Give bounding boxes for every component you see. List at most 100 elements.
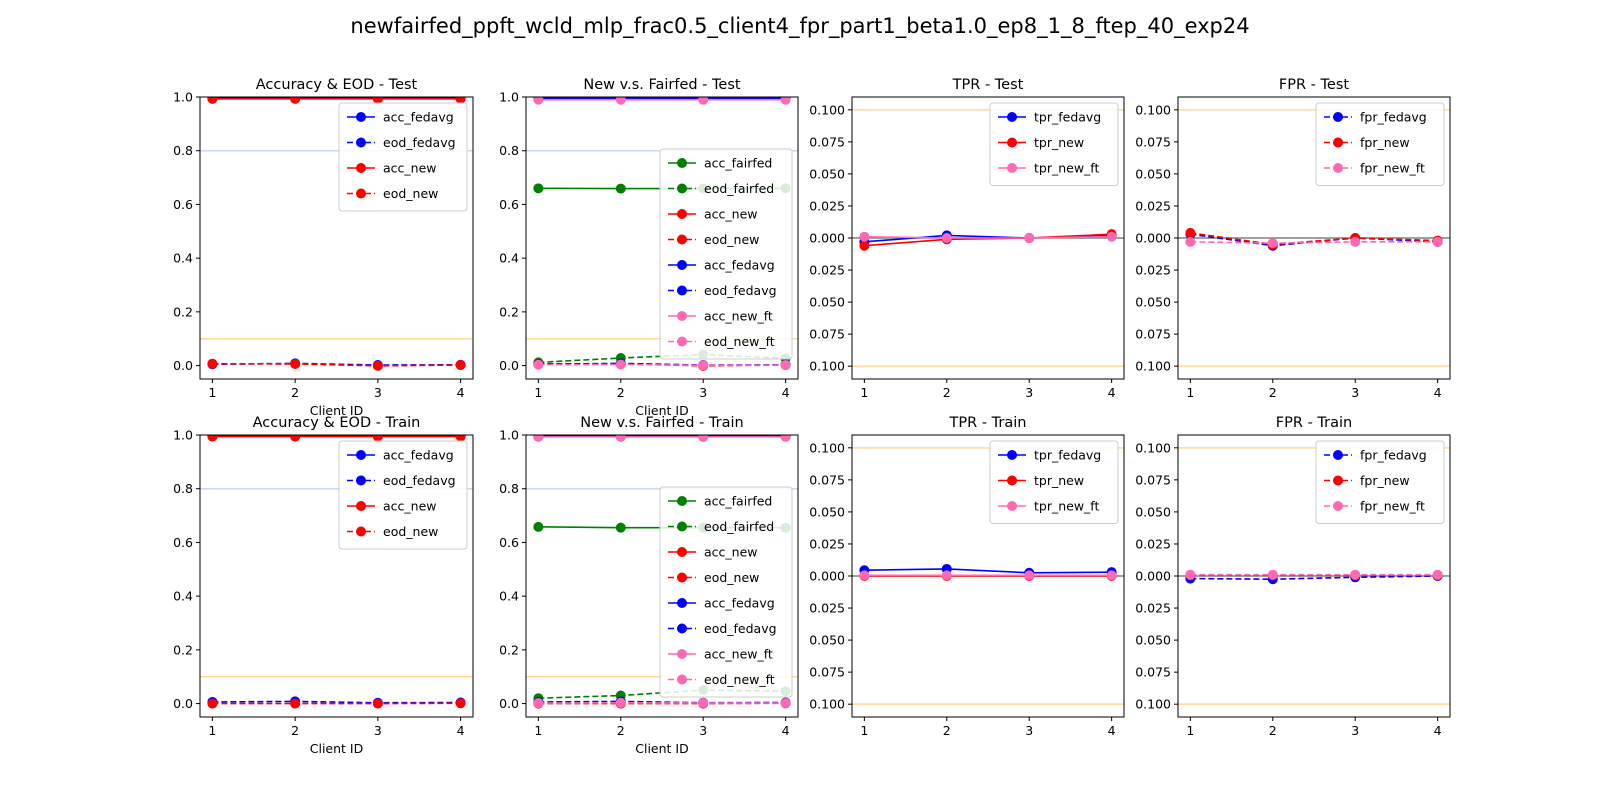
y-tick-label: 0.000	[1135, 231, 1171, 246]
legend-swatch-marker	[356, 188, 366, 199]
x-tick-label: 1	[534, 385, 542, 400]
data-point-acc_new_ft-1	[533, 435, 544, 442]
legend-label: eod_new	[383, 186, 438, 201]
subplot-title: Accuracy & EOD - Test	[256, 77, 418, 93]
legend-label: acc_new_ft	[704, 309, 773, 324]
legend-box	[659, 486, 793, 698]
data-point-acc_new_ft-4	[780, 97, 791, 105]
legend-swatch-marker	[1007, 163, 1017, 173]
legend-label: tpr_fedavg	[1034, 448, 1101, 463]
x-tick-label: 4	[457, 385, 465, 400]
series-eod_new	[207, 698, 466, 709]
legend-box	[338, 440, 468, 550]
legend-label: fpr_new_ft	[1360, 499, 1425, 514]
data-point-acc_fairfed-2	[615, 522, 626, 533]
y-tick-label: 0.075	[809, 472, 845, 487]
y-tick-label: 0.8	[499, 481, 519, 496]
data-point-eod_new-3	[372, 360, 383, 371]
series-line-eod_fedavg	[212, 700, 461, 704]
y-tick-label: 0.4	[499, 589, 519, 604]
series-line-fpr_new	[1190, 232, 1438, 246]
x-tick-label: 3	[374, 723, 382, 738]
y-tick-label: 0.0	[173, 358, 193, 373]
legend-swatch-marker	[1333, 112, 1343, 122]
data-point-tpr_new_ft-2	[941, 570, 952, 581]
series-line-fpr_fedavg	[1190, 575, 1438, 581]
legend-entry-eod_new_ft: eod_new_ft	[668, 672, 775, 687]
y-tick-label: 0.050	[1135, 504, 1171, 519]
subplot-title: TPR - Test	[952, 77, 1024, 93]
subplot-7: 1 2 3 4 0.100 0.075 0.050 0.025 0.000 0.025 0.050 0…	[809, 415, 1125, 738]
series-fpr_new_ft	[1185, 236, 1443, 249]
x-tick-label: 3	[1025, 385, 1033, 400]
subplot-title: FPR - Train	[1276, 415, 1352, 431]
data-point-fpr_new_ft-1	[1185, 569, 1196, 580]
y-tick-label: 0.050	[809, 633, 845, 648]
y-tick-label: 0.025	[809, 601, 845, 616]
legend-swatch-marker	[356, 475, 366, 486]
y-tick-label: 0.025	[809, 198, 845, 213]
data-point-acc_new-3	[372, 97, 383, 104]
legend-entry-tpr_new_ft: tpr_new_ft	[998, 161, 1099, 176]
y-tick-label: 0.075	[1135, 134, 1171, 149]
x-tick-label: 1	[1186, 723, 1194, 738]
x-tick-label: 1	[534, 723, 542, 738]
figure-suptitle: newfairfed_ppft_wcld_mlp_frac0.5_client4…	[350, 14, 1249, 39]
legend-entry-acc_new: acc_new	[347, 499, 437, 514]
x-axis-label: Client ID	[635, 741, 688, 756]
y-tick-label: 0.4	[173, 251, 193, 266]
y-tick-label: 0.100	[809, 102, 845, 117]
data-point-tpr_new_ft-3	[1024, 233, 1035, 243]
y-tick-label: 0.075	[809, 134, 845, 149]
data-point-eod_new_ft-2	[615, 697, 626, 708]
data-point-tpr_new_ft-4	[1106, 231, 1117, 242]
data-point-eod_new-4	[455, 360, 466, 371]
y-tick-label: 0.075	[1135, 327, 1171, 342]
data-point-eod_new-2	[290, 698, 301, 709]
y-tick-label: 0.0	[173, 696, 193, 711]
legend-swatch-marker	[677, 183, 687, 194]
y-tick-label: 0.4	[173, 589, 193, 604]
legend-label: eod_fedavg	[383, 473, 456, 488]
data-point-fpr_new-1	[1185, 227, 1196, 238]
x-axis-label: Client ID	[310, 403, 363, 418]
legend-entry-fpr_new: fpr_new	[1324, 473, 1410, 488]
data-point-eod_new_ft-1	[533, 359, 544, 370]
y-tick-label: 0.025	[809, 536, 845, 551]
y-tick-label: 1.0	[173, 428, 193, 443]
y-tick-label: 0.025	[1135, 198, 1171, 213]
x-tick-label: 2	[943, 723, 951, 738]
legend-box	[989, 102, 1119, 186]
legend-entry-eod_fedavg: eod_fedavg	[668, 621, 777, 636]
data-point-acc_new_ft-3	[698, 435, 709, 442]
legend: acc_fedavg eod_fedavg acc_new eod_new	[338, 440, 468, 550]
y-tick-label: 0.0	[499, 696, 519, 711]
x-tick-label: 1	[1186, 385, 1194, 400]
y-tick-label: 0.050	[1135, 295, 1171, 310]
legend-entry-acc_fairfed: acc_fairfed	[668, 494, 772, 509]
x-tick-label: 2	[617, 385, 625, 400]
series-line-tpr_fedavg	[864, 568, 1112, 574]
legend-entry-tpr_new: tpr_new	[998, 473, 1084, 488]
y-tick-label: 0.2	[499, 642, 519, 657]
legend-label: eod_fedavg	[704, 283, 777, 298]
data-point-eod_new_ft-2	[615, 359, 626, 370]
data-point-tpr_new_ft-1	[859, 231, 870, 242]
legend-entry-fpr_new_ft: fpr_new_ft	[1324, 499, 1425, 514]
legend-entry-eod_fairfed: eod_fairfed	[668, 519, 774, 534]
y-tick-label: 0.4	[499, 251, 519, 266]
subplot-title: FPR - Test	[1279, 77, 1349, 93]
y-tick-label: 0.8	[499, 143, 519, 158]
legend-entry-eod_fedavg: eod_fedavg	[347, 135, 456, 150]
y-tick-label: 0.075	[809, 665, 845, 680]
y-tick-label: 0.2	[173, 642, 193, 657]
x-tick-label: 2	[1269, 723, 1277, 738]
data-point-eod_new_ft-3	[698, 698, 709, 709]
y-tick-label: 1.0	[499, 90, 519, 105]
legend-entry-tpr_fedavg: tpr_fedavg	[998, 110, 1101, 125]
subplot-title: Accuracy & EOD - Train	[253, 415, 421, 431]
axes-frame	[525, 96, 799, 380]
series-line-eod_fedavg	[538, 700, 786, 704]
series-tpr_new_ft	[859, 231, 1117, 243]
